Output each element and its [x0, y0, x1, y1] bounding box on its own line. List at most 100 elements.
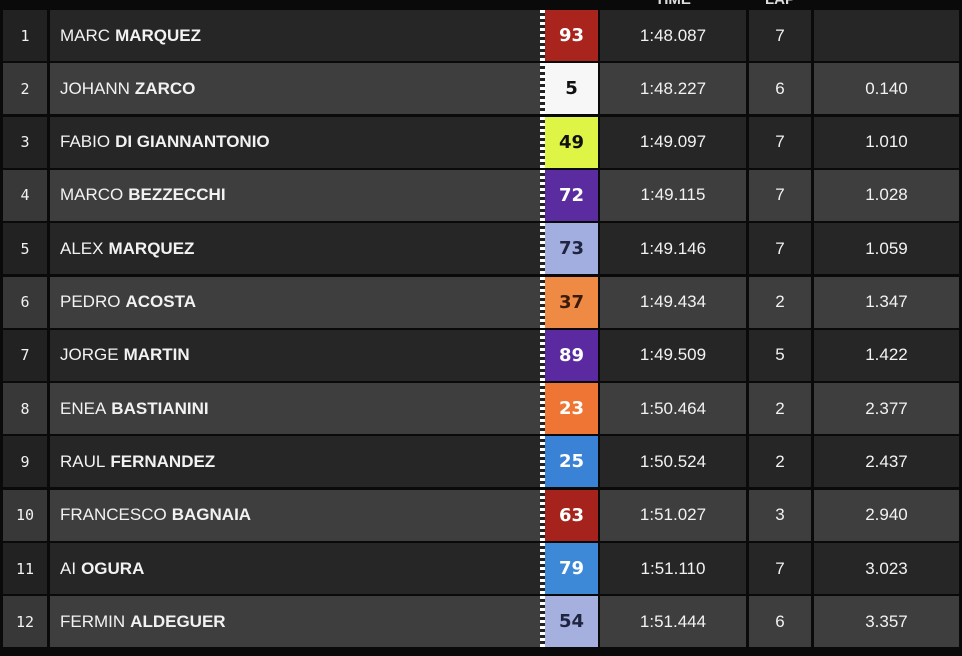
first-name: JORGE [60, 345, 119, 365]
position: 11 [3, 543, 47, 594]
checker-strip [540, 383, 545, 435]
result-row: 7 JORGE MARTIN 89 1:49.509 5 1.422 [0, 329, 962, 381]
lap: 7 [749, 10, 811, 61]
time: 1:51.110 [600, 543, 746, 594]
first-name: AI [60, 558, 77, 578]
gap: 1.059 [814, 223, 959, 275]
checker-strip [540, 596, 545, 648]
lap: 3 [749, 489, 811, 541]
lap: 7 [749, 116, 811, 168]
lap: 2 [749, 276, 811, 328]
result-row: 3 FABIO DI GIANNANTONIO 49 1:49.097 7 1.010 [0, 116, 962, 168]
rider-number: 23 [545, 383, 598, 435]
rider-number: 89 [545, 329, 598, 381]
first-name: FRANCESCO [60, 505, 167, 525]
time: 1:48.227 [600, 63, 746, 115]
checker-strip [540, 489, 545, 541]
time: 1:49.434 [600, 276, 746, 328]
position: 3 [3, 116, 47, 168]
time: 1:50.464 [600, 383, 746, 435]
rider-number: 37 [545, 276, 598, 328]
checker-strip [540, 543, 545, 594]
gap: 3.023 [814, 543, 959, 594]
rider-name: ENEA BASTIANINI [50, 383, 540, 435]
gap: 1.028 [814, 169, 959, 221]
position: 2 [3, 63, 47, 115]
time: 1:49.146 [600, 223, 746, 275]
rider-name: RAUL FERNANDEZ [50, 436, 540, 488]
last-name: ZARCO [134, 78, 196, 98]
lap: 6 [749, 596, 811, 648]
rider-name: JORGE MARTIN [50, 329, 540, 381]
position: 4 [3, 169, 47, 221]
time: 1:51.027 [600, 489, 746, 541]
rider-name: MARC MARQUEZ [50, 10, 540, 61]
result-row: 2 JOHANN ZARCO 5 1:48.227 6 0.140 [0, 63, 962, 115]
last-name: ACOSTA [125, 292, 196, 311]
checker-strip [540, 169, 545, 221]
time: 1:51.444 [600, 596, 746, 648]
time: 1:49.115 [600, 169, 746, 221]
lap: 2 [749, 436, 811, 488]
last-name: MARQUEZ [115, 25, 202, 45]
rider-name: MARCO BEZZECCHI [50, 169, 540, 221]
last-name: ALDEGUER [130, 611, 226, 631]
position: 5 [3, 223, 47, 275]
last-name: DI GIANNANTONIO [115, 132, 270, 152]
rider-number: 72 [545, 169, 598, 221]
last-name: MARTIN [123, 345, 190, 365]
first-name: RAUL [60, 451, 106, 471]
rider-name: FERMIN ALDEGUER [50, 596, 540, 648]
checker-strip [540, 329, 545, 381]
rider-name: AI OGURA [50, 543, 540, 594]
last-name: BAGNAIA [171, 505, 252, 525]
last-name: FERNANDEZ [110, 451, 216, 471]
time: 1:48.087 [600, 10, 746, 61]
last-name: MARQUEZ [108, 238, 195, 258]
position: 7 [3, 329, 47, 381]
position: 8 [3, 383, 47, 435]
time: 1:49.097 [600, 116, 746, 168]
lap: 6 [749, 63, 811, 115]
result-row: 6 PEDRO ACOSTA 37 1:49.434 2 1.347 [0, 276, 962, 328]
gap [814, 10, 959, 61]
gap: 0.140 [814, 63, 959, 115]
rider-number: 25 [545, 436, 598, 488]
time: 1:49.509 [600, 329, 746, 381]
result-row: 5 ALEX MARQUEZ 73 1:49.146 7 1.059 [0, 223, 962, 275]
rider-number: 73 [545, 223, 598, 275]
first-name: JOHANN [60, 78, 130, 98]
result-row: 9 RAUL FERNANDEZ 25 1:50.524 2 2.437 [0, 436, 962, 488]
lap: 2 [749, 383, 811, 435]
gap: 2.437 [814, 436, 959, 488]
first-name: MARCO [60, 185, 124, 205]
rider-name: FRANCESCO BAGNAIA [50, 489, 540, 541]
rider-number: 5 [545, 63, 598, 115]
lap: 7 [749, 223, 811, 275]
result-row: 4 MARCO BEZZECCHI 72 1:49.115 7 1.028 [0, 169, 962, 221]
rider-number: 63 [545, 489, 598, 541]
first-name: ALEX [60, 238, 104, 258]
gap: 2.377 [814, 383, 959, 435]
checker-strip [540, 276, 545, 328]
last-name: BEZZECCHI [128, 185, 226, 205]
lap: 5 [749, 329, 811, 381]
result-row: 1 MARC MARQUEZ 93 1:48.087 7 [0, 10, 962, 61]
result-row: 8 ENEA BASTIANINI 23 1:50.464 2 2.377 [0, 383, 962, 435]
position: 12 [3, 596, 47, 648]
position: 1 [3, 10, 47, 61]
position: 6 [3, 276, 47, 328]
rider-number: 54 [545, 596, 598, 648]
header-lap: LAP [749, 0, 811, 8]
result-row: 10 FRANCESCO BAGNAIA 63 1:51.027 3 2.940 [0, 489, 962, 541]
result-row: 12 FERMIN ALDEGUER 54 1:51.444 6 3.357 [0, 596, 962, 648]
rider-name: JOHANN ZARCO [50, 63, 540, 115]
gap: 3.357 [814, 596, 959, 648]
first-name: FABIO [60, 132, 111, 152]
gap: 1.347 [814, 276, 959, 328]
checker-strip [540, 436, 545, 488]
first-name: PEDRO [60, 292, 121, 311]
checker-strip [540, 116, 545, 168]
gap: 1.422 [814, 329, 959, 381]
last-name: BASTIANINI [111, 398, 209, 418]
